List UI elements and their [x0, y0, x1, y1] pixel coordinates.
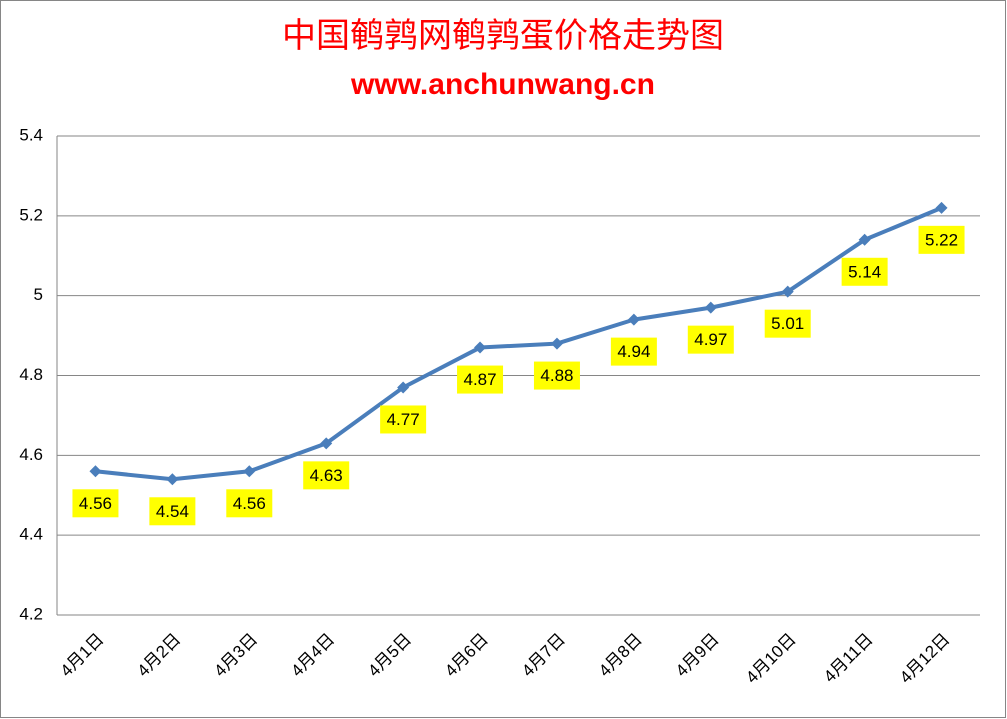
- data-label-text: 4.54: [156, 502, 189, 521]
- marker: [397, 381, 410, 394]
- data-label-text: 5.22: [925, 230, 958, 249]
- marker: [243, 465, 256, 478]
- data-label-text: 4.56: [233, 494, 266, 513]
- data-label-bg: [457, 365, 504, 394]
- data-label-bg: [918, 225, 965, 254]
- y-tick-label: 5.4: [19, 125, 43, 144]
- marker: [627, 313, 640, 326]
- data-label: 5.14: [841, 257, 888, 286]
- data-label-bg: [149, 497, 196, 526]
- data-label-bg: [841, 257, 888, 286]
- data-label: 4.56: [72, 489, 119, 518]
- data-label-bg: [610, 337, 657, 366]
- data-label-bg: [687, 325, 734, 354]
- y-tick-label: 4.8: [19, 365, 43, 384]
- data-label-text: 4.94: [617, 342, 650, 361]
- marker: [166, 473, 179, 486]
- data-label-bg: [226, 489, 273, 518]
- data-label-bg: [303, 461, 350, 490]
- data-label: 4.54: [149, 497, 196, 526]
- marker: [858, 233, 871, 246]
- marker: [474, 341, 487, 354]
- y-tick-label: 5.2: [19, 205, 43, 224]
- marker: [89, 465, 102, 478]
- data-label-text: 5.14: [848, 262, 881, 281]
- line: [95, 206, 943, 482]
- data-label-bg: [764, 309, 811, 338]
- data-label-bg: [380, 405, 427, 434]
- data-label: 5.22: [918, 225, 965, 254]
- data-label: 4.88: [533, 361, 580, 390]
- data-label: 4.94: [610, 337, 657, 366]
- marker: [781, 285, 794, 298]
- data-label-text: 4.77: [387, 410, 420, 429]
- data-label: 4.56: [226, 489, 273, 518]
- chart-subtitle: www.anchunwang.cn: [350, 68, 655, 101]
- marker: [550, 337, 563, 350]
- data-label: 4.63: [303, 461, 350, 490]
- marker: [935, 201, 948, 214]
- data-label: 5.01: [764, 309, 811, 338]
- data-label-text: 4.63: [310, 466, 343, 485]
- y-tick-label: 5: [34, 285, 43, 304]
- data-label: 4.77: [380, 405, 427, 434]
- data-label: 4.97: [687, 325, 734, 354]
- y-tick-label: 4.2: [19, 604, 43, 623]
- data-label-text: 4.87: [463, 370, 496, 389]
- marker: [704, 301, 717, 314]
- data-label-text: 5.01: [771, 314, 804, 333]
- data-label-text: 4.88: [540, 366, 573, 385]
- chart-title: 中国鹌鹑网鹌鹑蛋价格走势图: [282, 16, 724, 56]
- marker: [320, 437, 333, 450]
- data-label-text: 4.97: [694, 330, 727, 349]
- data-label-text: 4.56: [79, 494, 112, 513]
- data-label-bg: [72, 489, 119, 518]
- data-label-bg: [533, 361, 580, 390]
- y-tick-label: 4.4: [19, 525, 43, 544]
- data-label: 4.87: [457, 365, 504, 394]
- y-tick-label: 4.6: [19, 445, 43, 464]
